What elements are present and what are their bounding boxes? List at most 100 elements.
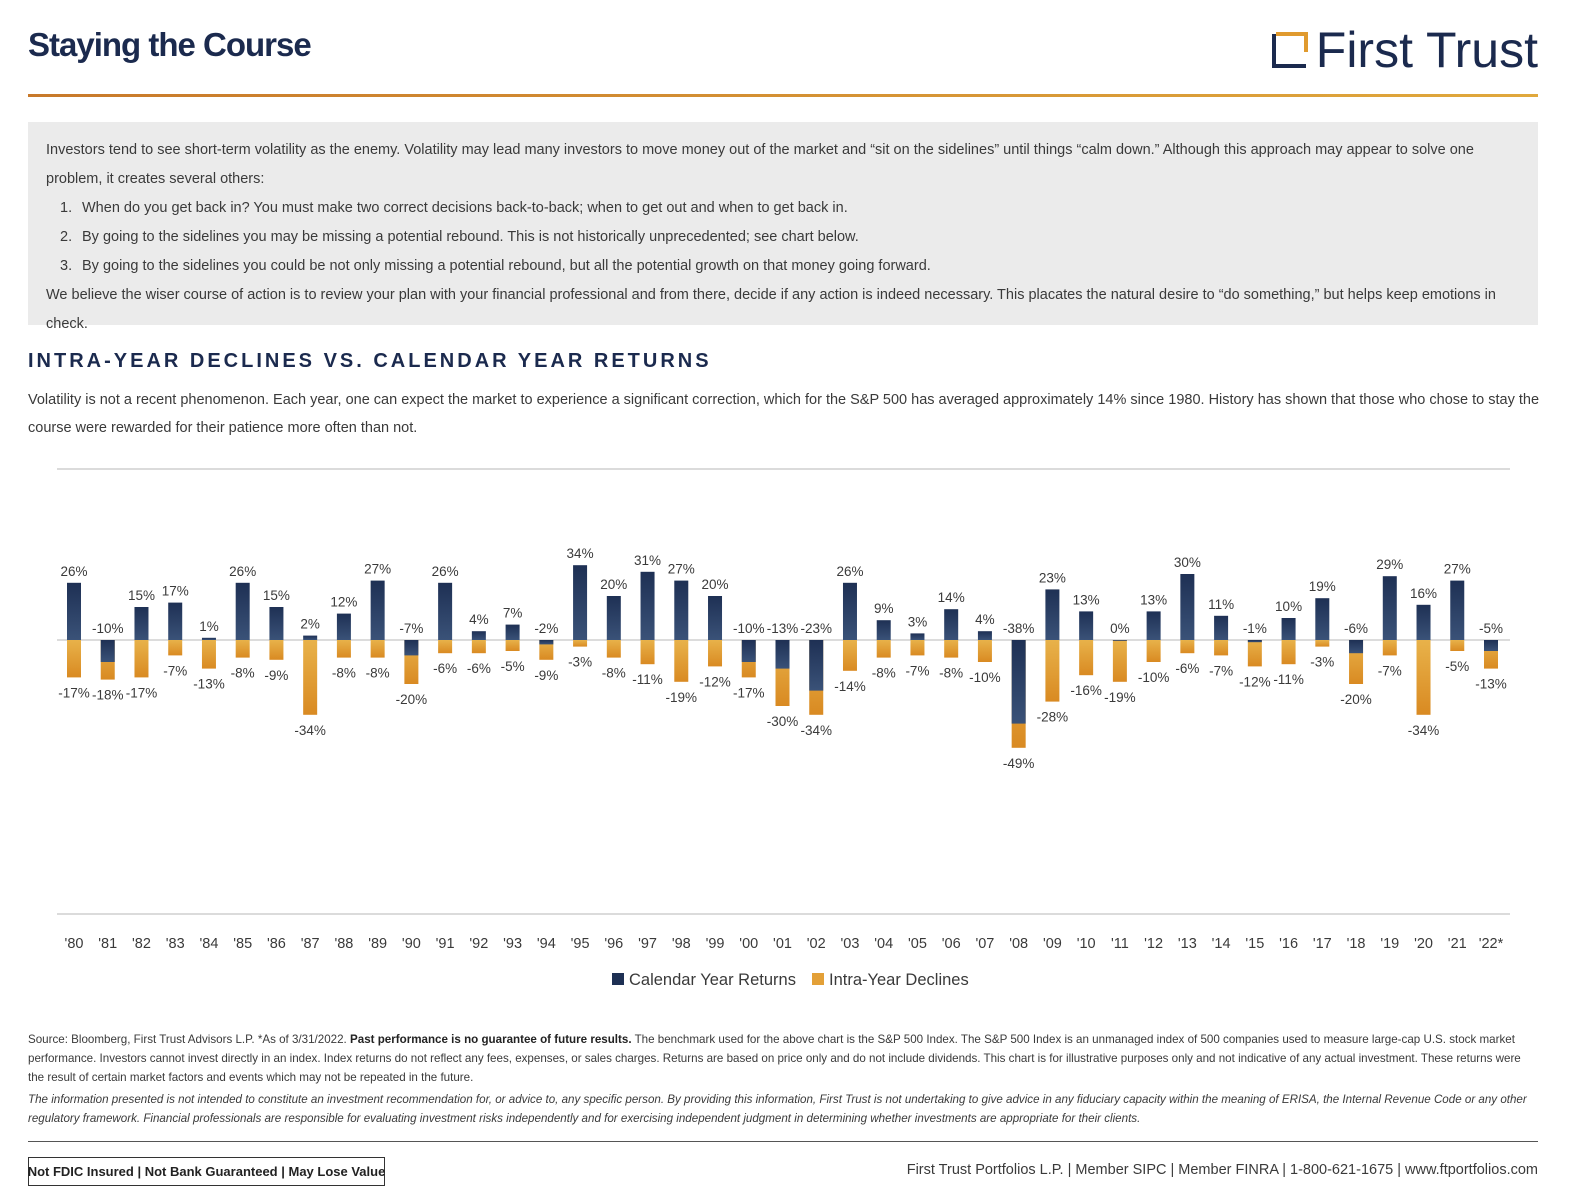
year-tick-label: '06	[942, 936, 961, 952]
decline-bar	[1045, 640, 1060, 702]
return-label: 27%	[668, 562, 695, 577]
list-text: By going to the sidelines you may be mis…	[82, 229, 859, 245]
return-bar	[134, 607, 149, 640]
return-label: 15%	[263, 588, 290, 603]
year-tick-label: '82	[132, 936, 151, 952]
decline-bar	[67, 640, 81, 678]
return-bar	[303, 635, 318, 640]
return-bar	[201, 637, 216, 640]
year-tick-label: '08	[1009, 936, 1028, 952]
decline-bar	[910, 640, 925, 656]
return-label: 16%	[1410, 586, 1437, 601]
decline-label: -8%	[602, 666, 626, 681]
decline-bar	[1180, 640, 1195, 654]
decline-label: -17%	[126, 685, 158, 700]
return-label: 26%	[432, 564, 459, 579]
return-label: 13%	[1073, 592, 1100, 607]
year-tick-label: '22*	[1479, 936, 1504, 952]
decline-bar	[303, 640, 318, 715]
list-item: 3. By going to the sidelines you could be…	[60, 252, 1520, 281]
return-label: 34%	[567, 546, 594, 561]
return-bar	[741, 640, 756, 662]
return-bar	[1281, 618, 1296, 640]
return-bar	[1045, 589, 1060, 640]
decline-bar	[944, 640, 959, 658]
return-bar	[505, 624, 520, 640]
decline-label: -34%	[800, 723, 832, 738]
decline-label: -8%	[366, 666, 390, 681]
return-label: 19%	[1309, 579, 1336, 594]
return-label: 20%	[600, 577, 627, 592]
year-tick-label: '93	[503, 936, 522, 952]
return-label: 0%	[1110, 621, 1130, 636]
decline-label: -8%	[872, 666, 896, 681]
return-label: 13%	[1140, 592, 1167, 607]
return-bar	[370, 580, 385, 640]
decline-bar	[505, 640, 520, 651]
list-number: 2.	[60, 229, 73, 245]
decline-bar	[842, 640, 857, 671]
return-label: -1%	[1243, 621, 1267, 636]
return-bar	[67, 582, 81, 640]
first-trust-logo[interactable]: First Trust	[1270, 22, 1538, 78]
decline-label: -10%	[969, 670, 1001, 685]
fdic-notice: Not FDIC Insured | Not Bank Guaranteed |…	[28, 1157, 385, 1186]
return-label: 31%	[634, 553, 661, 568]
return-label: 26%	[836, 564, 863, 579]
year-tick-label: '17	[1313, 936, 1332, 952]
decline-label: -17%	[733, 685, 765, 700]
year-tick-label: '95	[571, 936, 590, 952]
decline-bar	[606, 640, 621, 658]
decline-bar	[573, 640, 588, 647]
decline-label: -7%	[905, 663, 929, 678]
decline-bar	[1247, 640, 1262, 667]
return-bar	[1180, 574, 1195, 640]
return-bar	[1079, 611, 1094, 640]
year-tick-label: '00	[739, 936, 758, 952]
year-tick-label: '18	[1347, 936, 1366, 952]
year-tick-label: '81	[98, 936, 117, 952]
return-bar	[235, 582, 250, 640]
return-label: 20%	[702, 577, 729, 592]
year-tick-label: '89	[368, 936, 387, 952]
decline-bar	[640, 640, 655, 665]
header-divider	[28, 94, 1538, 97]
return-label: -2%	[534, 621, 558, 636]
decline-bar	[674, 640, 689, 682]
return-bar	[1146, 611, 1161, 640]
return-label: 27%	[364, 562, 391, 577]
year-tick-label: '87	[301, 936, 320, 952]
year-tick-label: '21	[1448, 936, 1467, 952]
disclaimer: The information presented is not intende…	[28, 1093, 1527, 1125]
decline-label: -7%	[1209, 663, 1233, 678]
footer-contact[interactable]: First Trust Portfolios L.P. | Member SIP…	[906, 1162, 1538, 1178]
decline-bar	[977, 640, 992, 662]
intro-list: 1. When do you get back in? You must make…	[60, 194, 1520, 281]
decline-bar	[1450, 640, 1465, 651]
return-bar	[269, 607, 284, 640]
return-bar	[944, 609, 959, 640]
return-bar	[1315, 598, 1330, 640]
year-tick-label: '09	[1043, 936, 1062, 952]
year-tick-label: '83	[166, 936, 185, 952]
decline-bar	[708, 640, 723, 667]
year-tick-label: '91	[436, 936, 455, 952]
return-label: 11%	[1208, 597, 1234, 612]
source-rest: The benchmark used for the above chart i…	[28, 1033, 1521, 1084]
return-label: 7%	[503, 606, 523, 621]
decline-label: -7%	[163, 663, 187, 678]
year-tick-label: '10	[1077, 936, 1096, 952]
intro-paragraph: Investors tend to see short-term volatil…	[46, 142, 1474, 187]
return-label: 29%	[1376, 557, 1403, 572]
year-tick-label: '92	[469, 936, 488, 952]
decline-label: -8%	[332, 666, 356, 681]
decline-bar	[438, 640, 453, 654]
returns-chart: 26% -17% '80 -10% -18% '81 15% -17% '82 17% -7% '83…	[57, 468, 1510, 989]
year-tick-label: '80	[65, 936, 84, 952]
year-tick-label: '07	[975, 936, 994, 952]
decline-label: -30%	[767, 714, 799, 729]
return-bar	[1450, 580, 1465, 640]
year-tick-label: '14	[1212, 936, 1231, 952]
return-label: -38%	[1003, 621, 1035, 636]
decline-bar	[539, 640, 554, 660]
